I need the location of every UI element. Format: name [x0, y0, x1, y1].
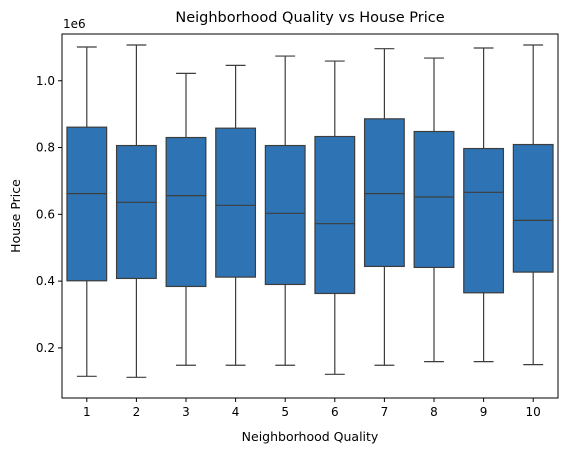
y-tick-label: 0.8: [36, 141, 55, 155]
box-10: [512, 143, 554, 273]
box-1: [66, 126, 108, 282]
y-axis-label: House Price: [8, 179, 23, 253]
plot-frame: [61, 33, 559, 399]
x-axis-label: Neighborhood Quality: [242, 429, 379, 444]
y-tick-label: 0.4: [36, 274, 55, 288]
x-tick-label: 9: [480, 405, 488, 419]
plot-area: 0.2 0.4 0.6 0.8 1.0 1 2 3 4 5 6 7 8 9 10: [36, 33, 559, 419]
box-6: [314, 135, 356, 295]
box-9: [463, 147, 505, 294]
x-tick-label: 10: [526, 405, 541, 419]
y-tick-label: 0.2: [36, 341, 55, 355]
box-5: [264, 144, 306, 286]
chart-title: Neighborhood Quality vs House Price: [175, 10, 444, 26]
box-7: [363, 118, 405, 268]
box-8: [413, 130, 455, 269]
x-tick-label: 8: [430, 405, 438, 419]
x-tick-label: 7: [381, 405, 389, 419]
x-tick-label: 4: [232, 405, 240, 419]
x-tick-label: 2: [133, 405, 141, 419]
box-4: [215, 127, 257, 278]
y-tick-label: 1.0: [36, 74, 55, 88]
box-3: [165, 136, 207, 288]
y-offset-label: 1e6: [63, 17, 86, 31]
x-tick-label: 5: [281, 405, 289, 419]
x-tick-label: 6: [331, 405, 339, 419]
box-2: [115, 144, 157, 280]
x-tick-label: 1: [83, 405, 91, 419]
x-tick-label: 3: [182, 405, 190, 419]
y-tick-label: 0.6: [36, 207, 55, 221]
